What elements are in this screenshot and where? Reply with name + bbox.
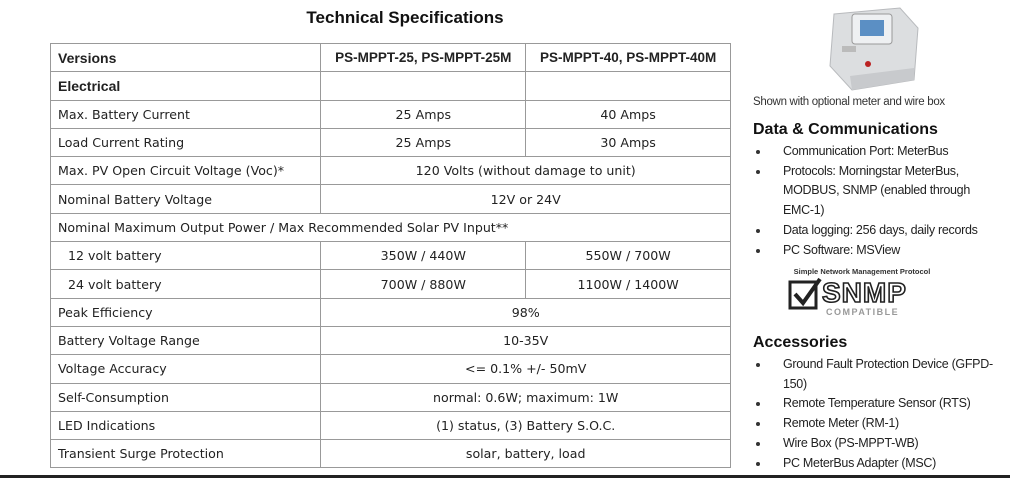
cell: Nominal Maximum Output Power / Max Recom… [50,212,731,243]
row: 24 volt battery 700W / 880W 1100W / 1400W [49,269,731,299]
row: Nominal Maximum Output Power / Max Recom… [50,212,731,243]
row: Peak Efficiency 98% [49,297,731,327]
row: LED Indications (1) status, (3) Battery S… [49,410,731,441]
list-item: Communication Port: MeterBus [753,142,998,162]
cell: Peak Efficiency [49,297,322,327]
cell: 25 Amps [320,99,527,129]
row: Battery Voltage Range 10-35V [49,325,731,356]
cell: Transient Surge Protection [49,439,322,469]
cell: 12V or 24V [320,184,731,214]
cell: PS-MPPT-25, PS-MPPT-25M [320,42,527,73]
cell: 25 Amps [320,127,527,158]
logo-tagline: Simple Network Management Protocol [794,267,931,276]
cell: 350W / 440W [320,241,527,271]
caption: Shown with optional meter and wire box [753,96,945,108]
list-item: Protocols: Morningstar MeterBus, MODBUS,… [753,162,998,221]
cell: 12 volt battery [49,241,322,271]
spec-table: Versions PS-MPPT-25, PS-MPPT-25M PS-MPPT-4… [49,42,731,469]
section-title: Accessories [753,334,848,351]
cell: solar, battery, load [320,439,731,469]
cell: Battery Voltage Range [49,325,322,356]
cell: 120 Volts (without damage to unit) [320,156,731,186]
cell: (1) status, (3) Battery S.O.C. [320,410,731,441]
title: Technical Specifications [306,8,504,27]
cell: 24 volt battery [49,269,322,299]
cell: 10-35V [320,325,731,356]
cell: LED Indications [49,410,322,441]
cell: Max. PV Open Circuit Voltage (Voc)* [49,156,322,186]
cell: 1100W / 1400W [525,269,731,299]
row: Transient Surge Protection solar, battery… [49,439,731,469]
cell: Self-Consumption [49,382,322,412]
row: Max. PV Open Circuit Voltage (Voc)* 120 V… [49,156,731,186]
row: 12 volt battery 350W / 440W 550W / 700W [49,241,731,271]
row: Load Current Rating 25 Amps 30 Amps [49,127,731,158]
list-item: Remote Temperature Sensor (RTS) [753,394,998,414]
list-item: PC Software: MSView [753,241,998,261]
logo-name: SNMP [822,277,907,308]
cell: Nominal Battery Voltage [49,184,322,214]
cell: normal: 0.6W; maximum: 1W [320,382,731,412]
cell: PS-MPPT-40, PS-MPPT-40M [525,42,731,73]
cell [320,71,527,101]
list-item: Data logging: 256 days, daily records [753,221,998,241]
list-item: PC MeterBus Adapter (MSC) [753,454,998,474]
cell: Load Current Rating [49,127,322,158]
row: Electrical [49,71,731,101]
list-item: Wire Box (PS-MPPT-WB) [753,434,998,454]
bullet-list: Ground Fault Protection Device (GFPD-150… [753,355,998,473]
row: Self-Consumption normal: 0.6W; maximum: 1… [49,382,731,412]
list-item: Ground Fault Protection Device (GFPD-150… [753,355,998,394]
cell: Voltage Accuracy [49,354,322,384]
cell: 550W / 700W [525,241,731,271]
cell [525,71,731,101]
snmp-logo: Simple Network Management Protocol SNMP … [788,267,931,317]
device-image [829,7,919,91]
cell: 30 Amps [525,127,731,158]
row: Max. Battery Current 25 Amps 40 Amps [49,99,731,129]
cell: 700W / 880W [320,269,527,299]
row: Nominal Battery Voltage 12V or 24V [49,184,731,214]
cell: Versions [49,42,322,73]
list-item: Remote Meter (RM-1) [753,414,998,434]
logo-badge: COMPATIBLE [826,307,899,317]
cell: Max. Battery Current [49,99,322,129]
cell: <= 0.1% +/- 50mV [320,354,731,384]
bullet-list: Communication Port: MeterBus Protocols: … [753,142,998,260]
section-title: Data & Communications [753,121,938,138]
cell: Electrical [49,71,322,101]
row: Voltage Accuracy <= 0.1% +/- 50mV [49,354,731,384]
cell: 98% [320,297,731,327]
bottom-rule [0,475,1010,478]
cell: 40 Amps [525,99,731,129]
row: Versions PS-MPPT-25, PS-MPPT-25M PS-MPPT-4… [49,42,731,73]
